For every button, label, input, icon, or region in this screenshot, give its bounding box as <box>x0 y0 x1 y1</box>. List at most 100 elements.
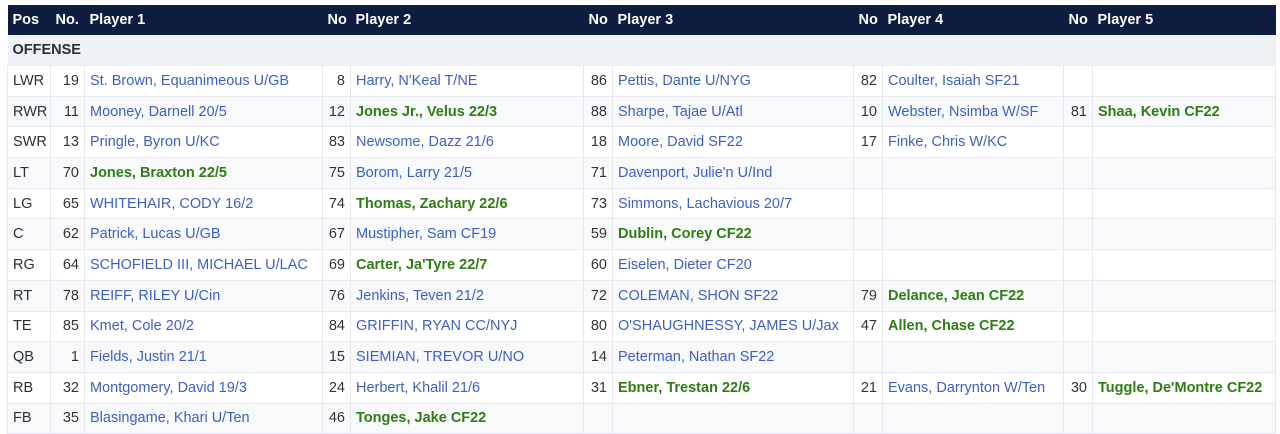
player-link[interactable]: Fields, Justin 21/1 <box>90 349 207 366</box>
player-link[interactable]: Kmet, Cole 20/2 <box>90 318 194 335</box>
player-cell: REIFF, RILEY U/Cin <box>84 279 323 312</box>
jersey-number-cell: 13 <box>50 126 85 159</box>
player-link[interactable]: Davenport, Julie'n U/Ind <box>618 164 773 181</box>
player-link[interactable]: Montgomery, David 19/3 <box>90 379 247 396</box>
player-link[interactable]: Jones, Braxton 22/5 <box>90 164 227 181</box>
player-cell: Borom, Larry 21/5 <box>350 157 584 189</box>
jersey-number-cell: 80 <box>583 310 613 343</box>
player-link[interactable]: Delance, Jean CF22 <box>888 287 1025 304</box>
header-player-4: Player 4 <box>882 5 1064 35</box>
position-cell: LT <box>7 157 51 189</box>
player-cell <box>1092 126 1276 159</box>
player-link[interactable]: Herbert, Khalil 21/6 <box>356 379 481 396</box>
jersey-number-cell: 10 <box>853 95 883 128</box>
table-row: FB 35 Blasingame, Khari U/Ten 46 Tonges, Jak… <box>7 402 1276 434</box>
player-link[interactable]: Carter, Ja'Tyre 22/7 <box>356 256 488 273</box>
player-link[interactable]: WHITEHAIR, CODY 16/2 <box>90 195 254 212</box>
jersey-number-cell <box>1063 249 1093 281</box>
position-cell: FB <box>7 402 51 434</box>
jersey-number-cell: 88 <box>583 95 613 128</box>
player-link[interactable]: Shaa, Kevin CF22 <box>1098 103 1220 120</box>
jersey-number-cell: 83 <box>322 126 351 159</box>
player-cell <box>882 218 1064 251</box>
player-cell <box>1092 65 1276 97</box>
player-link[interactable]: Simmons, Lachavious 20/7 <box>618 195 793 212</box>
jersey-number-cell: 79 <box>853 279 883 312</box>
player-cell <box>1092 279 1276 312</box>
jersey-number-cell: 72 <box>583 279 613 312</box>
player-link[interactable]: SIEMIAN, TREVOR U/NO <box>356 349 525 366</box>
header-player-3: Player 3 <box>612 5 854 35</box>
player-link[interactable]: Jenkins, Teven 21/2 <box>356 287 484 304</box>
player-link[interactable]: Patrick, Lucas U/GB <box>90 226 221 243</box>
player-link[interactable]: Blasingame, Khari U/Ten <box>90 410 250 427</box>
player-link[interactable]: St. Brown, Equanimeous U/GB <box>90 72 290 89</box>
player-link[interactable]: Dublin, Corey CF22 <box>618 226 752 243</box>
jersey-number-cell <box>853 249 883 281</box>
player-link[interactable]: Eiselen, Dieter CF20 <box>618 256 752 273</box>
player-cell <box>882 249 1064 281</box>
player-link[interactable]: Jones Jr., Velus 22/3 <box>356 103 498 120</box>
section-title: OFFENSE <box>7 35 1276 66</box>
jersey-number-cell <box>1063 279 1093 312</box>
player-cell: SIEMIAN, TREVOR U/NO <box>350 341 584 373</box>
player-cell <box>882 402 1064 434</box>
player-link[interactable]: Evans, Darrynton W/Ten <box>888 379 1046 396</box>
player-cell: Carter, Ja'Tyre 22/7 <box>350 249 584 281</box>
table-row: QB 1 Fields, Justin 21/1 15 SIEMIAN, TREVOR … <box>7 341 1276 373</box>
header-player-2: Player 2 <box>350 5 584 35</box>
player-cell: Webster, Nsimba W/SF <box>882 95 1064 128</box>
player-link[interactable]: Sharpe, Tajae U/Atl <box>618 103 743 120</box>
player-cell: Newsome, Dazz 21/6 <box>350 126 584 159</box>
position-cell: LG <box>7 187 51 220</box>
jersey-number-cell <box>1063 187 1093 220</box>
player-cell: Ebner, Trestan 22/6 <box>612 371 854 404</box>
player-link[interactable]: Borom, Larry 21/5 <box>356 164 473 181</box>
jersey-number-cell: 69 <box>322 249 351 281</box>
player-link[interactable]: Mooney, Darnell 20/5 <box>90 103 227 120</box>
jersey-number-cell <box>1063 341 1093 373</box>
player-link[interactable]: Coulter, Isaiah SF21 <box>888 72 1020 89</box>
player-cell: Jones, Braxton 22/5 <box>84 157 323 189</box>
player-cell: Delance, Jean CF22 <box>882 279 1064 312</box>
player-link[interactable]: Pringle, Byron U/KC <box>90 134 220 151</box>
player-link[interactable]: Newsome, Dazz 21/6 <box>356 134 494 151</box>
header-no-5: No <box>1063 5 1093 35</box>
jersey-number-cell: 65 <box>50 187 85 220</box>
player-link[interactable]: REIFF, RILEY U/Cin <box>90 287 221 304</box>
jersey-number-cell: 86 <box>583 65 613 97</box>
player-link[interactable]: COLEMAN, SHON SF22 <box>618 287 779 304</box>
player-link[interactable]: Moore, David SF22 <box>618 134 743 151</box>
jersey-number-cell <box>853 341 883 373</box>
player-link[interactable]: O'SHAUGHNESSY, JAMES U/Jax <box>618 318 839 335</box>
player-link[interactable]: Finke, Chris W/KC <box>888 134 1008 151</box>
player-link[interactable]: Harry, N'Keal T/NE <box>356 72 478 89</box>
player-link[interactable]: Tonges, Jake CF22 <box>356 410 487 427</box>
position-cell: RWR <box>7 95 51 128</box>
jersey-number-cell: 31 <box>583 371 613 404</box>
player-link[interactable]: Ebner, Trestan 22/6 <box>618 379 751 396</box>
player-link[interactable]: GRIFFIN, RYAN CC/NYJ <box>356 318 518 335</box>
player-cell <box>1092 310 1276 343</box>
player-link[interactable]: Tuggle, De'Montre CF22 <box>1098 379 1263 396</box>
player-link[interactable]: Webster, Nsimba W/SF <box>888 103 1039 120</box>
table-row: RB 32 Montgomery, David 19/3 24 Herbert, Kha… <box>7 371 1276 404</box>
player-link[interactable]: Pettis, Dante U/NYG <box>618 72 751 89</box>
player-link[interactable]: Allen, Chase CF22 <box>888 318 1015 335</box>
player-cell: Patrick, Lucas U/GB <box>84 218 323 251</box>
player-cell: Jenkins, Teven 21/2 <box>350 279 584 312</box>
jersey-number-cell: 18 <box>583 126 613 159</box>
player-link[interactable]: Peterman, Nathan SF22 <box>618 349 775 366</box>
player-link[interactable]: SCHOFIELD III, MICHAEL U/LAC <box>90 256 308 273</box>
section-row-offense: OFFENSE <box>7 35 1276 66</box>
player-link[interactable]: Mustipher, Sam CF19 <box>356 226 497 243</box>
player-cell: GRIFFIN, RYAN CC/NYJ <box>350 310 584 343</box>
header-pos: Pos <box>7 5 51 35</box>
player-link[interactable]: Thomas, Zachary 22/6 <box>356 195 508 212</box>
jersey-number-cell: 78 <box>50 279 85 312</box>
player-cell: Thomas, Zachary 22/6 <box>350 187 584 220</box>
position-cell: QB <box>7 341 51 373</box>
player-cell: Coulter, Isaiah SF21 <box>882 65 1064 97</box>
jersey-number-cell <box>1063 157 1093 189</box>
jersey-number-cell: 35 <box>50 402 85 434</box>
